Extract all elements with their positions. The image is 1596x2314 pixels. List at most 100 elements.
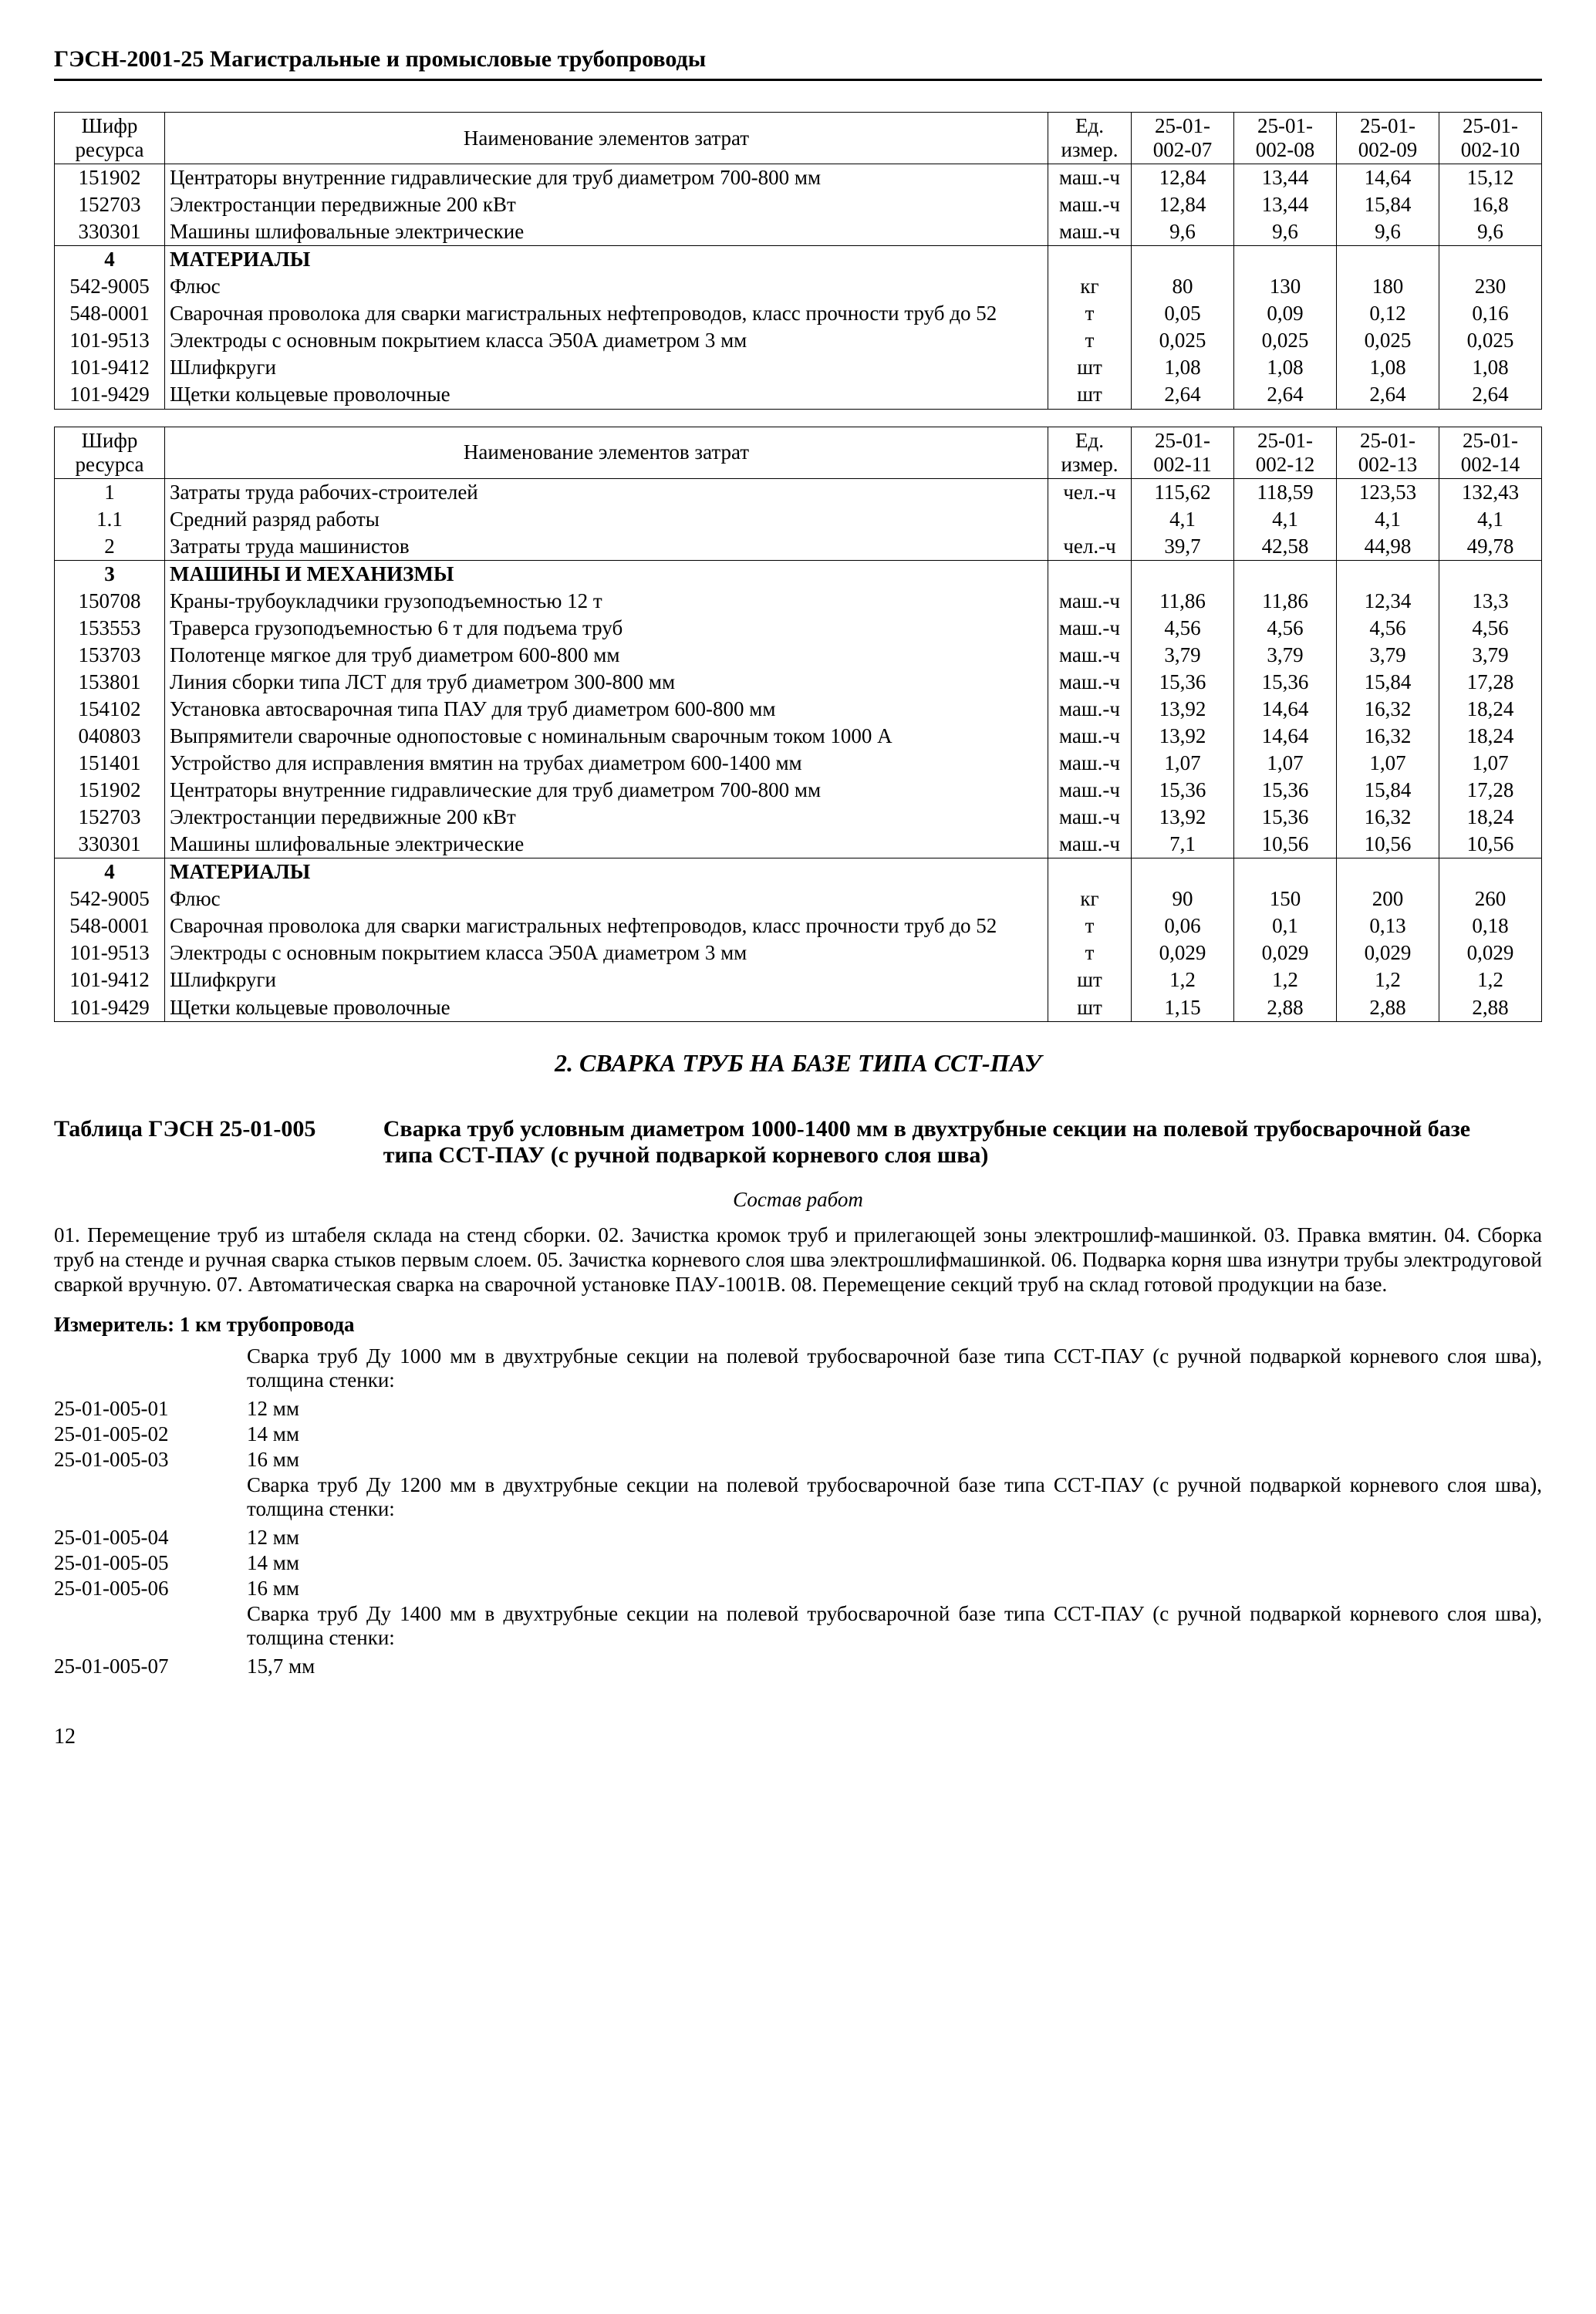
cell: 101-9412 — [55, 354, 165, 381]
spec-val: 14 мм — [247, 1422, 299, 1446]
cell: Полотенце мягкое для труб диаметром 600-… — [165, 642, 1048, 669]
cell: 15,84 — [1337, 191, 1439, 218]
cell: 15,84 — [1337, 777, 1439, 804]
cell: 2,64 — [1439, 381, 1542, 409]
cell: 18,24 — [1439, 804, 1542, 831]
cell: 15,36 — [1132, 777, 1234, 804]
cell: 542-9005 — [55, 885, 165, 912]
t1-h-unit-a: Ед. — [1075, 114, 1104, 137]
cell: 0,12 — [1337, 300, 1439, 327]
cell: 3,79 — [1439, 642, 1542, 669]
table-title-block: Таблица ГЭСН 25-01-005 Сварка труб услов… — [54, 1116, 1542, 1169]
cell: т — [1048, 939, 1132, 966]
table-1: Шифрресурса Наименование элементов затра… — [54, 112, 1542, 410]
cell: МАШИНЫ И МЕХАНИЗМЫ — [165, 560, 1048, 588]
table-row: 151401Устройство для исправления вмятин … — [55, 750, 1542, 777]
cell: 17,28 — [1439, 777, 1542, 804]
cell: шт — [1048, 994, 1132, 1022]
cell: 0,025 — [1439, 327, 1542, 354]
table-row: 101-9429Щетки кольцевые проволочныешт2,6… — [55, 381, 1542, 409]
cell: 1 — [55, 478, 165, 506]
cell: 1,2 — [1337, 966, 1439, 993]
cell: Электростанции передвижные 200 кВт — [165, 191, 1048, 218]
cell: 0,18 — [1439, 912, 1542, 939]
cell: 10,56 — [1234, 831, 1337, 858]
cell — [1048, 506, 1132, 533]
table-row: 4МАТЕРИАЛЫ — [55, 246, 1542, 274]
spec-row: 25-01-005-0514 мм — [54, 1551, 1542, 1575]
cell — [1337, 246, 1439, 274]
t2-h-v0: 25-01-002-11 — [1153, 429, 1212, 476]
cell: 1,2 — [1439, 966, 1542, 993]
cell: 200 — [1337, 885, 1439, 912]
cell: 040803 — [55, 723, 165, 750]
t2-h-unit-a: Ед. — [1075, 429, 1104, 452]
cell: 13,44 — [1234, 191, 1337, 218]
cell: 1,2 — [1234, 966, 1337, 993]
spec-row: 25-01-005-0112 мм — [54, 1397, 1542, 1421]
cell: т — [1048, 912, 1132, 939]
cell: Затраты труда рабочих-строителей — [165, 478, 1048, 506]
cell: 150 — [1234, 885, 1337, 912]
cell: 153553 — [55, 615, 165, 642]
cell: маш.-ч — [1048, 723, 1132, 750]
table-row: 3МАШИНЫ И МЕХАНИЗМЫ — [55, 560, 1542, 588]
cell: 151902 — [55, 164, 165, 192]
cell: маш.-ч — [1048, 642, 1132, 669]
cell: маш.-ч — [1048, 696, 1132, 723]
cell: 548-0001 — [55, 912, 165, 939]
cell: кг — [1048, 273, 1132, 300]
table-row: 2Затраты труда машинистовчел.-ч39,742,58… — [55, 533, 1542, 561]
cell: Сварочная проволока для сварки магистрал… — [165, 912, 1048, 939]
table-row: 548-0001Сварочная проволока для сварки м… — [55, 300, 1542, 327]
spec-code: 25-01-005-01 — [54, 1397, 247, 1421]
cell: 153801 — [55, 669, 165, 696]
table-row: 153801Линия сборки типа ЛСТ для труб диа… — [55, 669, 1542, 696]
table-row: 4МАТЕРИАЛЫ — [55, 858, 1542, 886]
cell: 154102 — [55, 696, 165, 723]
spec-group-2: Сварка труб Ду 1200 мм в двухтрубные сек… — [247, 1473, 1542, 1521]
cell: 150708 — [55, 588, 165, 615]
t2-h-code-a: Шифр — [82, 429, 138, 452]
cell: Выпрямители сварочные однопостовые с ном… — [165, 723, 1048, 750]
cell: Краны-трубоукладчики грузоподъемностью 1… — [165, 588, 1048, 615]
cell: 0,029 — [1337, 939, 1439, 966]
cell: 1,07 — [1234, 750, 1337, 777]
cell: 548-0001 — [55, 300, 165, 327]
cell: 0,1 — [1234, 912, 1337, 939]
cell: 0,13 — [1337, 912, 1439, 939]
cell: 17,28 — [1439, 669, 1542, 696]
cell: Установка автосварочная типа ПАУ для тру… — [165, 696, 1048, 723]
cell: Центраторы внутренние гидравлические для… — [165, 164, 1048, 192]
spec-row: 25-01-005-0715,7 мм — [54, 1655, 1542, 1678]
t1-h-v0: 25-01-002-07 — [1153, 114, 1213, 161]
cell: Флюс — [165, 273, 1048, 300]
cell — [1048, 246, 1132, 274]
cell: 11,86 — [1132, 588, 1234, 615]
table-title-right: Сварка труб условным диаметром 1000-1400… — [383, 1116, 1502, 1169]
cell: маш.-ч — [1048, 164, 1132, 192]
spec-row: 25-01-005-0316 мм — [54, 1448, 1542, 1472]
cell: Щетки кольцевые проволочные — [165, 381, 1048, 409]
cell: 1,2 — [1132, 966, 1234, 993]
section-heading: 2. СВАРКА ТРУБ НА БАЗЕ ТИПА ССТ-ПАУ — [54, 1049, 1542, 1078]
cell: 42,58 — [1234, 533, 1337, 561]
cell: 4,1 — [1132, 506, 1234, 533]
t1-h-code-b: ресурса — [75, 138, 143, 161]
cell: 118,59 — [1234, 478, 1337, 506]
cell: 16,32 — [1337, 723, 1439, 750]
table-row: 151902Центраторы внутренние гидравлическ… — [55, 777, 1542, 804]
t2-h-v2: 25-01-002-13 — [1358, 429, 1418, 476]
cell: шт — [1048, 381, 1132, 409]
cell: маш.-ч — [1048, 218, 1132, 246]
cell: Машины шлифовальные электрические — [165, 218, 1048, 246]
cell: 123,53 — [1337, 478, 1439, 506]
cell: 2,88 — [1337, 994, 1439, 1022]
cell: 1,08 — [1439, 354, 1542, 381]
cell: 49,78 — [1439, 533, 1542, 561]
cell: т — [1048, 300, 1132, 327]
spec-val: 14 мм — [247, 1551, 299, 1575]
cell: маш.-ч — [1048, 777, 1132, 804]
cell: 153703 — [55, 642, 165, 669]
cell: маш.-ч — [1048, 588, 1132, 615]
